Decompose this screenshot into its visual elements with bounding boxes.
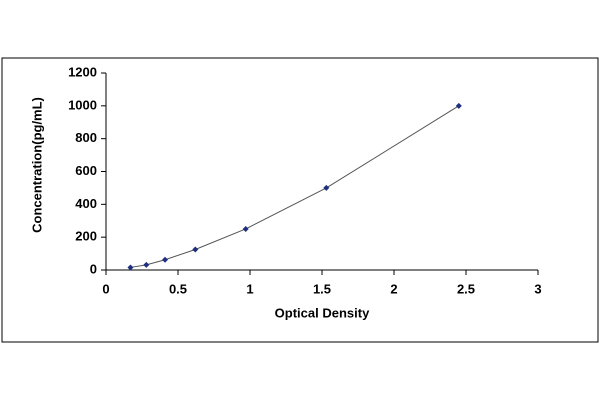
data-point bbox=[162, 256, 169, 263]
x-tick-label: 3 bbox=[534, 281, 541, 296]
data-point bbox=[242, 225, 249, 232]
y-tick-label: 0 bbox=[90, 261, 97, 276]
y-tick-label: 1000 bbox=[68, 97, 97, 112]
y-axis-title: Concentration(pg/mL) bbox=[29, 97, 44, 233]
x-axis-title: Optical Density bbox=[275, 305, 370, 320]
x-tick-label: 0 bbox=[102, 281, 109, 296]
data-point bbox=[192, 246, 199, 253]
y-tick-label: 200 bbox=[75, 229, 97, 244]
data-point bbox=[143, 261, 150, 268]
data-point bbox=[127, 264, 134, 271]
y-tick-label: 800 bbox=[75, 130, 97, 145]
x-tick-label: 2 bbox=[390, 281, 397, 296]
y-tick-label: 400 bbox=[75, 196, 97, 211]
x-tick-label: 1 bbox=[246, 281, 253, 296]
y-tick-label: 600 bbox=[75, 163, 97, 178]
x-tick-label: 1.5 bbox=[313, 281, 331, 296]
data-point bbox=[323, 184, 330, 191]
x-tick-label: 2.5 bbox=[457, 281, 475, 296]
x-tick-label: 0.5 bbox=[169, 281, 187, 296]
y-tick-label: 1200 bbox=[68, 64, 97, 79]
data-point bbox=[455, 102, 462, 109]
